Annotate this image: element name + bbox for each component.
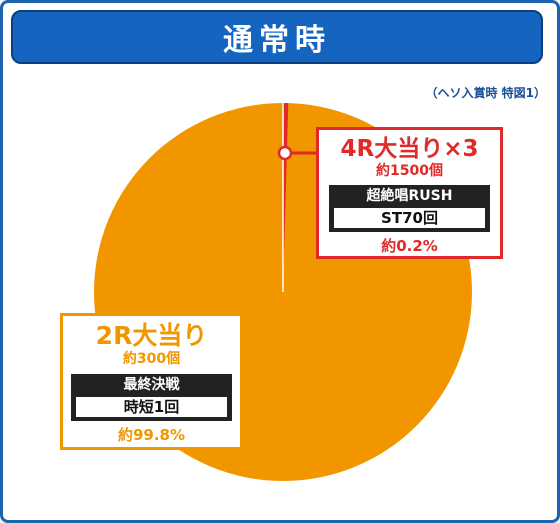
label-2r: 2R大当り 約300個 最終決戦 時短1回 約99.8% (60, 313, 243, 450)
leader-dot (277, 145, 293, 161)
label-4r-percent: 約0.2% (381, 237, 438, 255)
chart-header: 通常時 (11, 10, 543, 64)
label-4r-title: 4R大当り×3 (340, 136, 479, 162)
label-4r-payout: 約1500個 (376, 163, 443, 179)
label-2r-mode-bar: 最終決戦 時短1回 (71, 374, 232, 421)
label-4r: 4R大当り×3 約1500個 超絶唱RUSH ST70回 約0.2% (316, 127, 503, 259)
label-2r-title: 2R大当り (95, 321, 208, 350)
label-4r-detail: ST70回 (333, 207, 486, 229)
label-4r-mode: 超絶唱RUSH (366, 188, 453, 204)
label-2r-payout: 約300個 (122, 351, 181, 367)
label-2r-percent: 約99.8% (117, 426, 186, 444)
label-4r-mode-bar: 超絶唱RUSH ST70回 (329, 185, 490, 232)
label-2r-detail: 時短1回 (75, 396, 228, 418)
chart-note: （ヘソ入賞時 特図1） (425, 86, 546, 100)
label-2r-mode: 最終決戦 (123, 377, 180, 393)
chart-title: 通常時 (223, 23, 331, 58)
